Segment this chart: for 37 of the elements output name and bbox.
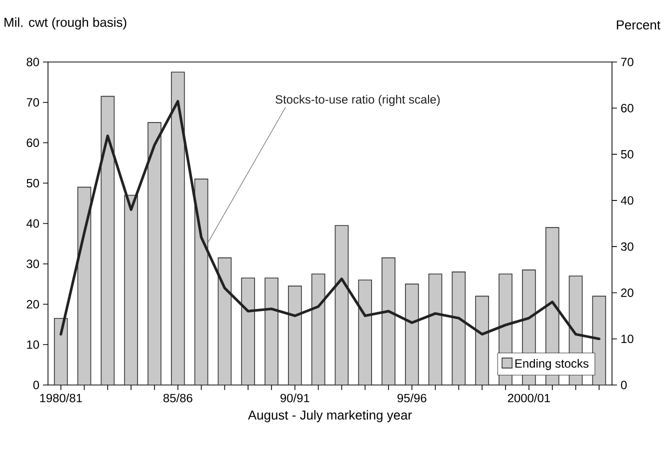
y-axis-title: Mil. cwt (rough basis) (4, 17, 126, 30)
bar (334, 225, 349, 385)
bar (77, 186, 92, 385)
y-tick-label: 50 (26, 178, 40, 188)
bar (452, 272, 466, 385)
y-tick-label: 80 (26, 58, 40, 66)
y2-tick-label: 10 (621, 334, 634, 344)
y2-tick-label: 50 (621, 150, 634, 159)
x-tick-label: 2000/01 (508, 394, 550, 402)
y-tick-label: 20 (26, 300, 40, 308)
bar (218, 257, 232, 385)
legend-label: Ending stocks (515, 358, 588, 370)
bar (382, 257, 396, 385)
bar (194, 178, 208, 385)
y2-tick-label: 60 (621, 104, 634, 112)
text: Stocks-to-use ratio (right scale) (276, 94, 440, 106)
y2-tick-label: 70 (621, 58, 634, 66)
bar (311, 274, 326, 385)
bar (428, 274, 442, 385)
y-tick-label: 70 (26, 98, 40, 107)
y-tick-label: 40 (26, 219, 40, 228)
y2-tick-label: 20 (621, 288, 634, 297)
x-tick-label: 90/91 (280, 394, 310, 402)
y-tick-label: 10 (27, 340, 40, 349)
y2-axis-title: Percent (616, 20, 660, 30)
x-tick-label: 85/86 (163, 394, 192, 402)
bar (100, 96, 115, 385)
bar (148, 122, 162, 385)
x-axis-title: August - July marketing year (248, 410, 412, 422)
x-tick-label: 95/96 (398, 394, 426, 402)
y-tick-label: 30 (26, 260, 40, 268)
y2-tick-label: 40 (620, 196, 634, 205)
x-tick-label: 1980/81 (40, 394, 82, 402)
y-tick-label: 60 (26, 138, 40, 147)
y-tick-label: 0 (33, 380, 40, 390)
y2-tick-label: 0 (620, 380, 627, 390)
y2-tick-label: 30 (620, 242, 634, 251)
